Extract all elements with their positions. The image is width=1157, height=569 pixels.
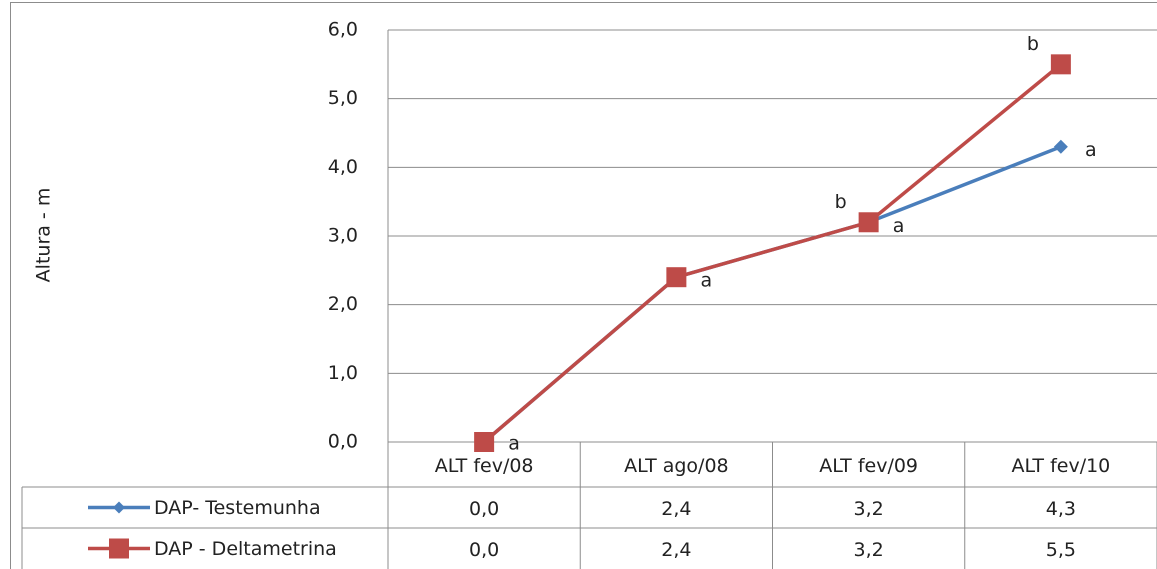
- y-axis-title: Altura - m: [33, 188, 55, 283]
- series-line: [482, 62, 1062, 444]
- y-tick-label: 2,0: [328, 293, 358, 315]
- point-label: a: [1085, 139, 1097, 161]
- point-marker: [666, 267, 687, 288]
- table-value: 3,2: [854, 539, 884, 561]
- y-tick-label: 1,0: [328, 362, 358, 384]
- y-tick-label: 6,0: [328, 19, 358, 41]
- y-tick-label: 5,0: [328, 87, 358, 109]
- legend-label: DAP- Testemunha: [154, 497, 321, 519]
- x-tick-label: ALT fev/10: [1011, 455, 1110, 477]
- table-value: 2,4: [661, 498, 691, 520]
- point-marker: [858, 212, 879, 233]
- point-label: a: [893, 215, 905, 237]
- table-value: 4,3: [1046, 498, 1076, 520]
- legend-key-marker: [113, 501, 125, 514]
- table-value: 3,2: [854, 498, 884, 520]
- point-label: a: [701, 270, 713, 292]
- x-tick-label: ALT fev/08: [435, 455, 534, 477]
- point-label: b: [1027, 33, 1039, 55]
- x-tick-label: ALT ago/08: [624, 455, 729, 477]
- x-tick-label: ALT fev/09: [819, 455, 918, 477]
- legend-key-marker: [109, 538, 129, 559]
- legend-label: DAP - Deltametrina: [154, 538, 337, 560]
- y-tick-label: 4,0: [328, 156, 358, 178]
- table-value: 5,5: [1046, 539, 1076, 561]
- table-value: 0,0: [469, 498, 499, 520]
- point-label: a: [508, 433, 520, 455]
- point-label: b: [835, 191, 847, 213]
- chart-frame: [10, 2, 1157, 569]
- y-tick-label: 3,0: [328, 225, 358, 247]
- table-value: 0,0: [469, 539, 499, 561]
- point-marker: [1053, 139, 1068, 154]
- point-marker: [474, 432, 495, 452]
- y-tick-label: 0,0: [328, 431, 358, 453]
- point-marker: [1050, 54, 1071, 75]
- series-line: [482, 145, 1062, 444]
- table-value: 2,4: [661, 539, 691, 561]
